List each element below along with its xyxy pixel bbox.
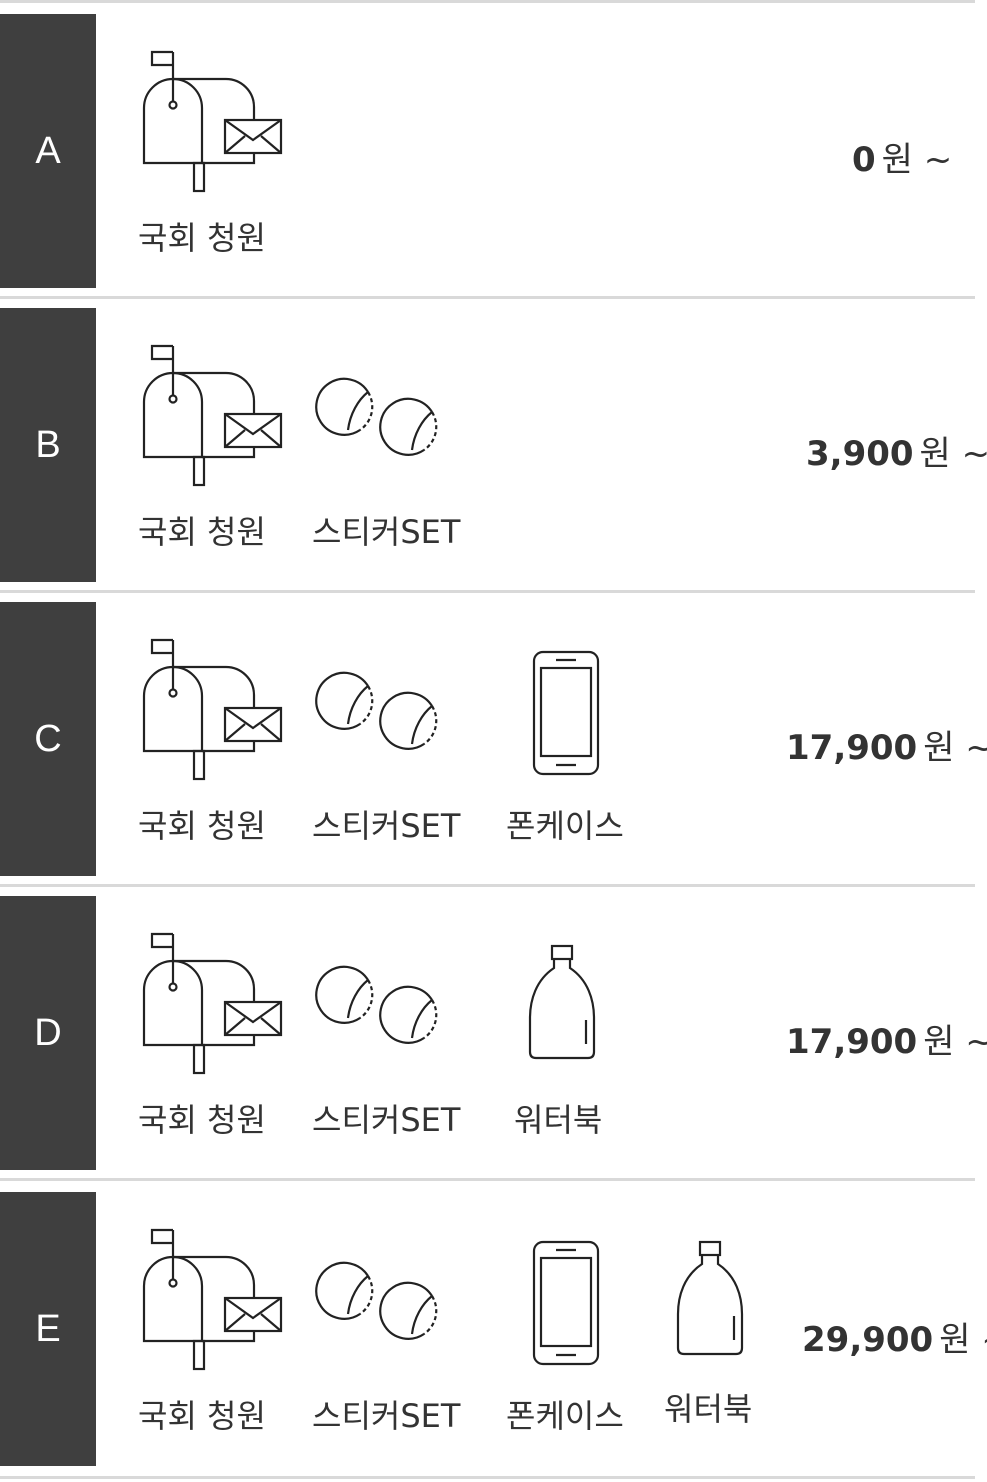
reward-item-label: 워터북 xyxy=(514,1101,603,1139)
divider xyxy=(0,0,975,3)
reward-item-label: 국회 청원 xyxy=(138,513,266,551)
price-amount: 17,900 xyxy=(786,1022,918,1062)
sticker-icon xyxy=(315,671,438,750)
tier-d[interactable]: D 국회 청원 xyxy=(0,896,987,1170)
price-unit: 원 ~ xyxy=(923,728,987,768)
phone-case-icon xyxy=(532,1240,600,1366)
divider xyxy=(0,1476,975,1479)
reward-item-label: 폰케이스 xyxy=(506,1397,624,1435)
price-amount: 0 xyxy=(852,140,876,180)
reward-item-label: 국회 청원 xyxy=(138,807,266,845)
tier-letter-badge: E xyxy=(0,1192,96,1466)
divider xyxy=(0,296,975,299)
tier-b[interactable]: B 국회 청원 xyxy=(0,308,987,582)
water-bottle-icon xyxy=(676,1240,744,1356)
mailbox-icon xyxy=(142,932,283,1075)
tier-letter-badge: D xyxy=(0,896,96,1170)
divider xyxy=(0,590,975,593)
reward-item-label: 국회 청원 xyxy=(138,1397,266,1435)
reward-item-label: 국회 청원 xyxy=(138,219,266,257)
reward-item-label: 스티커SET xyxy=(312,513,461,551)
price-unit: 원 ~ xyxy=(881,140,953,180)
reward-item-label: 스티커SET xyxy=(312,807,461,845)
sticker-icon xyxy=(315,965,438,1044)
price-unit: 원 ~ xyxy=(919,434,987,474)
mailbox-icon xyxy=(142,50,283,193)
price-amount: 3,900 xyxy=(806,434,914,474)
price-amount: 17,900 xyxy=(786,728,918,768)
reward-item-label: 국회 청원 xyxy=(138,1101,266,1139)
reward-item-label: 스티커SET xyxy=(312,1101,461,1139)
sticker-icon xyxy=(315,1261,438,1340)
mailbox-icon xyxy=(142,1228,283,1371)
tier-c[interactable]: C 국회 청원 xyxy=(0,602,987,876)
price-unit: 원 ~ xyxy=(939,1320,987,1360)
reward-item-label: 폰케이스 xyxy=(506,807,624,845)
sticker-icon xyxy=(315,377,438,456)
tier-letter-badge: A xyxy=(0,14,96,288)
tier-letter-badge: C xyxy=(0,602,96,876)
reward-item-label: 워터북 xyxy=(664,1390,753,1428)
phone-case-icon xyxy=(532,650,600,776)
price-unit: 원 ~ xyxy=(923,1022,987,1062)
mailbox-icon xyxy=(142,638,283,781)
tier-price: 17,900 원 ~ xyxy=(786,1014,987,1063)
divider xyxy=(0,1178,975,1181)
tier-price: 17,900 원 ~ xyxy=(786,720,987,769)
tier-price: 3,900 원 ~ xyxy=(806,426,987,475)
mailbox-icon xyxy=(142,344,283,487)
reward-item-label: 스티커SET xyxy=(312,1397,461,1435)
price-amount: 29,900 xyxy=(802,1320,934,1360)
tier-letter-badge: B xyxy=(0,308,96,582)
tier-e[interactable]: E 국회 청원 xyxy=(0,1192,987,1466)
water-bottle-icon xyxy=(528,944,596,1060)
divider xyxy=(0,884,975,887)
